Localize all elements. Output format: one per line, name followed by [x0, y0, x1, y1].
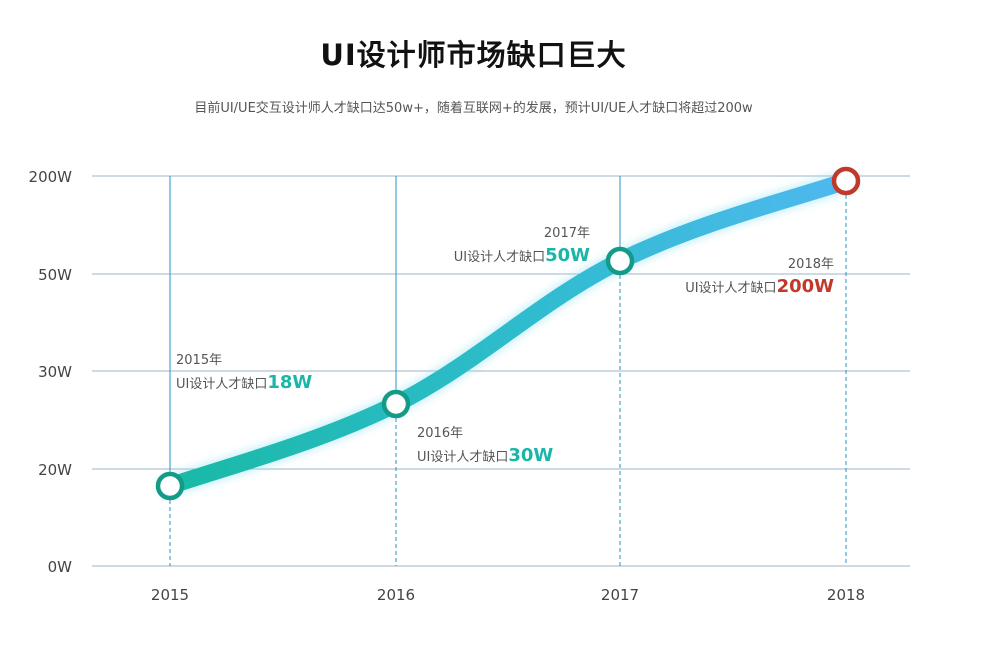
- x-tick-label: 2018: [827, 586, 865, 604]
- annotation-value: 50W: [545, 245, 590, 266]
- chart-title: UI设计师市场缺口巨大: [320, 38, 627, 72]
- annotation-year: 2018年: [788, 257, 834, 272]
- annotation-label: UI设计人才缺口200W: [685, 276, 834, 297]
- y-tick-label: 0W: [48, 558, 73, 576]
- annotation-label: UI设计人才缺口18W: [176, 372, 312, 393]
- annotation-value: 200W: [777, 276, 835, 297]
- annotation-text: UI设计人才缺口: [176, 377, 267, 392]
- annotation-label: UI设计人才缺口30W: [417, 445, 553, 466]
- annotation-year: 2015年: [176, 353, 222, 368]
- annotation-value: 30W: [508, 445, 553, 466]
- data-point: [155, 471, 185, 501]
- data-point: [831, 166, 861, 196]
- y-tick-label: 20W: [38, 461, 72, 479]
- annotation-year: 2017年: [544, 226, 590, 241]
- data-point: [605, 246, 635, 276]
- annotation-value: 18W: [267, 372, 312, 393]
- data-point: [381, 389, 411, 419]
- y-tick-label: 200W: [29, 168, 73, 186]
- y-tick-label: 30W: [38, 363, 72, 381]
- x-tick-label: 2017: [601, 586, 639, 604]
- annotation-year: 2016年: [417, 426, 463, 441]
- x-tick-label: 2015: [151, 586, 189, 604]
- chart-subtitle: 目前UI/UE交互设计师人才缺口达50w+，随着互联网+的发展，预计UI/UE人…: [194, 101, 753, 116]
- series-line: [161, 172, 855, 495]
- y-tick-label: 50W: [38, 266, 72, 284]
- annotation-text: UI设计人才缺口: [685, 281, 776, 296]
- x-tick-label: 2016: [377, 586, 415, 604]
- annotation-text: UI设计人才缺口: [454, 250, 545, 265]
- annotation-label: UI设计人才缺口50W: [454, 245, 590, 266]
- annotation-text: UI设计人才缺口: [417, 450, 508, 465]
